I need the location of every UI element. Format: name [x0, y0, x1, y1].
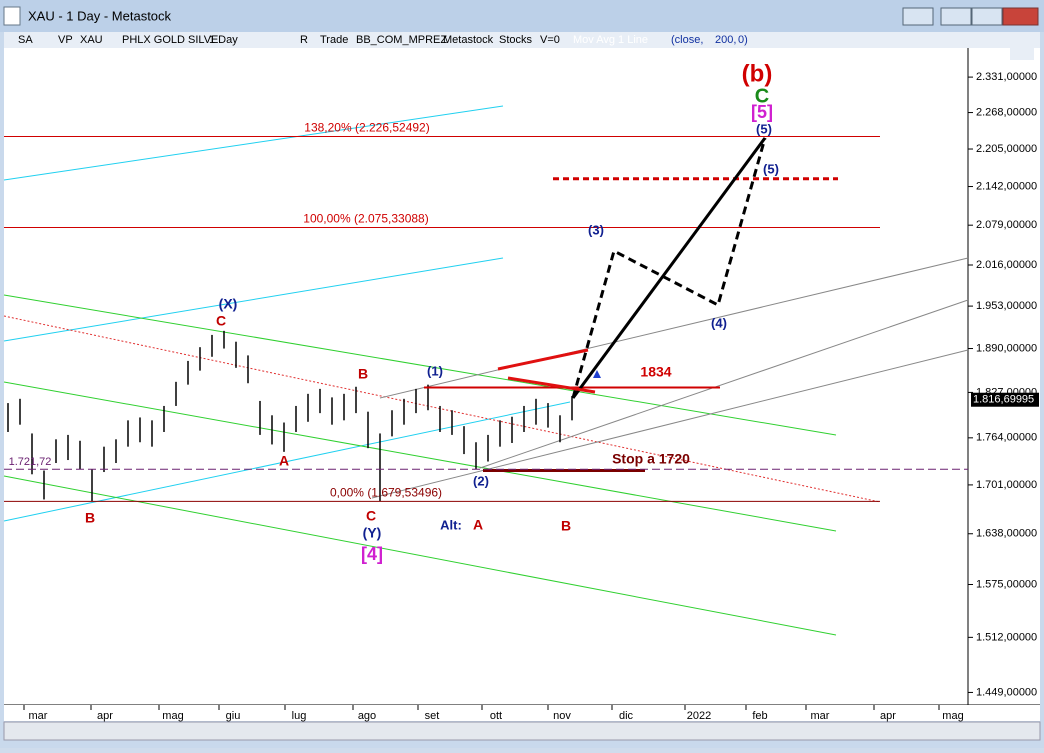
- marks: [4, 135, 968, 502]
- toolbar-item: Trade: [320, 34, 348, 46]
- annotation: A: [279, 453, 289, 469]
- y-tick-label: 2.205,00000: [976, 143, 1037, 155]
- last-price-box: [971, 392, 1039, 407]
- annotation: Alt:: [440, 517, 462, 532]
- y-tick-label: 1.638,00000: [976, 528, 1037, 540]
- toolbar-item: (close,: [671, 34, 703, 46]
- toolbar: [4, 32, 1040, 48]
- close-button[interactable]: [1002, 7, 1039, 26]
- annotation: [4]: [361, 544, 383, 564]
- price-axis: [968, 48, 1040, 705]
- x-tick-label: dic: [619, 710, 634, 722]
- y-tick-label: 2.268,00000: [976, 106, 1037, 118]
- annotation: C: [216, 313, 226, 329]
- wave-path: [497, 137, 767, 399]
- annotation: A: [473, 517, 483, 533]
- fib-label: 0,00% (1.679,53496): [330, 486, 442, 500]
- annotation: (b): [742, 60, 773, 87]
- annotation: C: [366, 508, 376, 524]
- y-tick-label: 1.764,00000: [976, 432, 1037, 444]
- restore-button[interactable]: [902, 7, 934, 26]
- toolbar-item: Metastock: [443, 34, 494, 46]
- annotation: B: [561, 518, 571, 534]
- toolbar-item: BB_COM_MPREZ: [356, 34, 447, 46]
- fib-label: 100,00% (2.075,33088): [303, 212, 428, 226]
- annotation: C: [755, 85, 769, 107]
- y-tick-label: 1.575,00000: [976, 578, 1037, 590]
- x-tick-label: apr: [880, 710, 896, 722]
- annotation: (5): [756, 121, 772, 136]
- annotation: (5): [763, 161, 779, 176]
- toolbar-item: V=0: [540, 34, 560, 46]
- maximize-button[interactable]: [971, 7, 1003, 26]
- last-price-label: 1.816,69995: [973, 394, 1034, 406]
- scroll-bar[interactable]: [3, 721, 1041, 741]
- toolbar-item: VP: [58, 34, 73, 46]
- toolbar-item: 200,: [715, 34, 736, 46]
- annotation: (4): [711, 315, 727, 330]
- fib-label: 138,20% (2.226,52492): [304, 121, 429, 135]
- x-tick-label: apr: [97, 710, 113, 722]
- toolbar-item: SA: [18, 34, 33, 46]
- x-tick-label: mag: [942, 710, 963, 722]
- annotation: (Y): [363, 525, 382, 541]
- y-tick-label: 1.953,00000: [976, 300, 1037, 312]
- level-label: Stop a 1720: [612, 451, 690, 467]
- annotation: B: [358, 366, 368, 382]
- y-tick-label: 1.701,00000: [976, 479, 1037, 491]
- x-tick-label: mag: [162, 710, 183, 722]
- title-bar: [0, 0, 1044, 32]
- x-tick-label: ago: [358, 710, 376, 722]
- x-tick-label: mar: [29, 710, 48, 722]
- toolbar-item: XAU: [80, 34, 103, 46]
- toolbar-item: 0): [738, 34, 748, 46]
- annotation: (2): [473, 473, 489, 488]
- y-tick-label: 1.512,00000: [976, 631, 1037, 643]
- y-tick-label: 2.079,00000: [976, 219, 1037, 231]
- x-tick-label: lug: [292, 710, 307, 722]
- level-label: 1834: [640, 364, 671, 380]
- y-tick-label: 1.449,00000: [976, 686, 1037, 698]
- minimize-button[interactable]: [940, 7, 972, 26]
- toolbar-item: 1 Day: [209, 34, 238, 46]
- x-tick-label: 2022: [687, 710, 711, 722]
- annotation: (3): [588, 222, 604, 237]
- y-tick-label: 1.890,00000: [976, 342, 1037, 354]
- annotation: (X): [219, 296, 238, 312]
- level-label: 1.721,72: [9, 456, 52, 468]
- annotation: [5]: [751, 102, 773, 122]
- toolbar-item: R: [300, 34, 308, 46]
- y-tick-label: 2.142,00000: [976, 180, 1037, 192]
- tool-icon[interactable]: [1010, 40, 1034, 60]
- x-tick-label: feb: [752, 710, 767, 722]
- x-tick-label: mar: [811, 710, 830, 722]
- x-tick-label: giu: [226, 710, 241, 722]
- annotation: (1): [427, 363, 443, 378]
- toolbar-item: Stocks: [499, 34, 533, 46]
- channel-lines: [3, 105, 969, 636]
- window-title: XAU - 1 Day - Metastock: [28, 8, 172, 23]
- x-tick-label: nov: [553, 710, 571, 722]
- time-axis: [4, 705, 1040, 721]
- y-tick-label: 2.016,00000: [976, 259, 1037, 271]
- x-tick-label: set: [425, 710, 440, 722]
- annotation: B: [85, 510, 95, 526]
- y-tick-label: 2.331,00000: [976, 71, 1037, 83]
- x-tick-label: ott: [490, 710, 502, 722]
- toolbar-item: PHLX GOLD SILVE: [122, 34, 218, 46]
- toolbar-item: Mov Avg 1 Line: [573, 34, 648, 46]
- app-icon: [3, 6, 21, 26]
